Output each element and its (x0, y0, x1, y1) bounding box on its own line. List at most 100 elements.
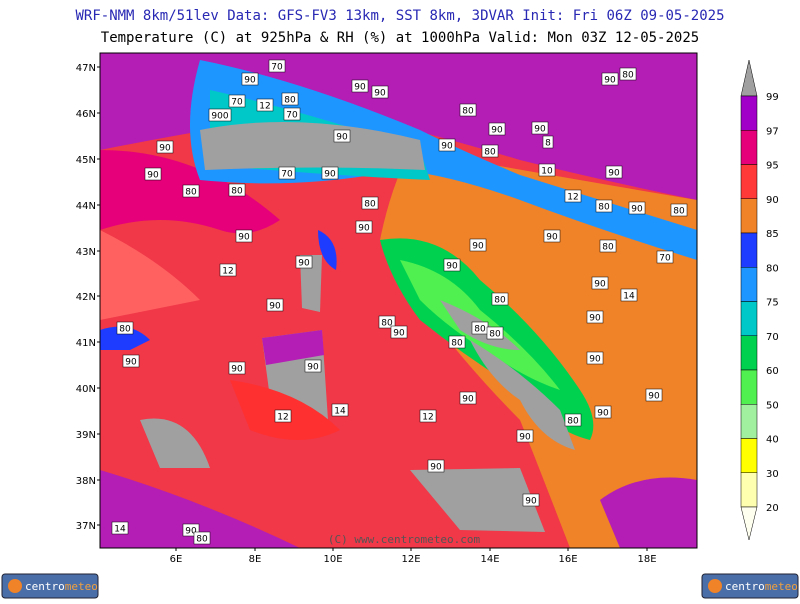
contour-label-box (219, 263, 237, 277)
contour-label: 80 (381, 319, 393, 329)
contour-label: 90 (594, 280, 606, 290)
contour-label-box (427, 459, 445, 473)
colorbar-segment (740, 95, 758, 131)
contour-label-box (321, 166, 339, 180)
contour-label: 8 (545, 139, 551, 149)
logo-box (1, 573, 99, 599)
contour-label: 14 (334, 407, 346, 417)
colorbar-below (740, 506, 758, 541)
contour-label-box (438, 138, 456, 152)
contour-label-box (491, 292, 509, 306)
contour-label: 90 (608, 169, 620, 179)
contour-label: 90 (441, 142, 453, 152)
lat-label: 40N (76, 384, 96, 395)
lon-label: 12E (401, 554, 420, 565)
contour-label-box (542, 135, 554, 149)
colorbar-segment (740, 301, 758, 336)
colorbar-label: 75 (766, 298, 779, 309)
contour-label-box (522, 493, 540, 507)
contour-label-box (586, 310, 604, 324)
contour-label: 80 (474, 325, 486, 335)
colorbar-label: 70 (766, 332, 779, 343)
lon-label: 14E (480, 554, 499, 565)
contour-label: 80 (364, 200, 376, 210)
contour-label-box (620, 288, 638, 302)
contour-label: 10 (541, 167, 553, 177)
contour-label-box (144, 167, 162, 181)
lat-label: 38N (76, 476, 96, 487)
contour-label-box (419, 409, 437, 423)
contour-label-box (266, 298, 284, 312)
colorbar: 99 97 95 90 85 80 75 70 60 50 40 30 20 (740, 59, 779, 541)
lat-label: 47N (76, 63, 96, 74)
contour-label-box (516, 429, 534, 443)
contour-label: 90 (336, 133, 348, 143)
contour-label: 90 (430, 463, 442, 473)
contour-label: 80 (567, 417, 579, 427)
contour-label-box (645, 388, 663, 402)
contour-label: 90 (324, 170, 336, 180)
contour-label: 80 (462, 107, 474, 117)
colorbar-segment (740, 369, 758, 405)
contour-label: 70 (659, 254, 671, 264)
contour-label-box (469, 238, 487, 252)
contour-label: 90 (244, 76, 256, 86)
contour-label: 90 (462, 395, 474, 405)
contour-label-box (459, 103, 477, 117)
contour-label-box (156, 140, 174, 154)
contour-label: 90 (374, 89, 386, 99)
contour-label-box (531, 121, 549, 135)
colorbar-above (740, 59, 758, 97)
contour-label: 90 (307, 363, 319, 373)
contour-label: 80 (489, 330, 501, 340)
contour-label-box (111, 521, 129, 535)
contour-label: 90 (269, 302, 281, 312)
contour-label-box (656, 250, 674, 264)
contour-label-box (274, 409, 292, 423)
contour-label: 12 (277, 413, 288, 423)
colorbar-label: 20 (766, 503, 779, 514)
colorbar-label: 99 (766, 92, 779, 103)
contour-label-box (481, 144, 499, 158)
contour-label-box (486, 326, 504, 340)
contour-label: 90 (393, 329, 405, 339)
contour-label-box (228, 183, 246, 197)
contour-label: 80 (185, 188, 197, 198)
lat-label: 43N (76, 247, 96, 258)
contour-label-box (235, 229, 253, 243)
colorbar-segment (740, 164, 758, 199)
contour-label-box (595, 199, 613, 213)
contour-label-box (333, 129, 351, 143)
contour-label: 80 (494, 296, 506, 306)
colorbar-segment (740, 438, 758, 473)
contour-label-box (295, 255, 313, 269)
colorbar-segment (740, 198, 758, 234)
contour-label: 70 (286, 111, 298, 121)
contour-label: 14 (623, 292, 635, 302)
contour-label-box (283, 107, 301, 121)
contour-label: 90 (519, 433, 531, 443)
contour-label-box (538, 163, 556, 177)
colorbar-label: 80 (766, 263, 779, 274)
logo-text: centrometeo (725, 580, 798, 593)
colorbar-segment (740, 404, 758, 439)
colorbar-label: 97 (766, 126, 779, 137)
contour-label: 90 (604, 76, 616, 86)
contour-label: 90 (358, 224, 370, 234)
lat-label: 39N (76, 430, 96, 441)
contour-label: 90 (525, 497, 537, 507)
contour-label: 90 (589, 314, 601, 324)
contour-label: 90 (231, 365, 243, 375)
colorbar-label: 85 (766, 229, 779, 240)
colorbar-segment (740, 335, 758, 371)
lat-label: 41N (76, 338, 96, 349)
colorbar-label: 40 (766, 435, 779, 446)
colorbar-segment (740, 472, 758, 508)
contour-label: 900 (211, 112, 228, 122)
contour-label-box (599, 239, 617, 253)
contour-label: 70 (231, 98, 243, 108)
title-line2: Temperature (C) at 925hPa & RH (%) at 10… (101, 30, 699, 46)
colorbar-label: 95 (766, 161, 779, 172)
contour-label: 90 (159, 144, 171, 154)
colorbar-segment (740, 130, 758, 165)
